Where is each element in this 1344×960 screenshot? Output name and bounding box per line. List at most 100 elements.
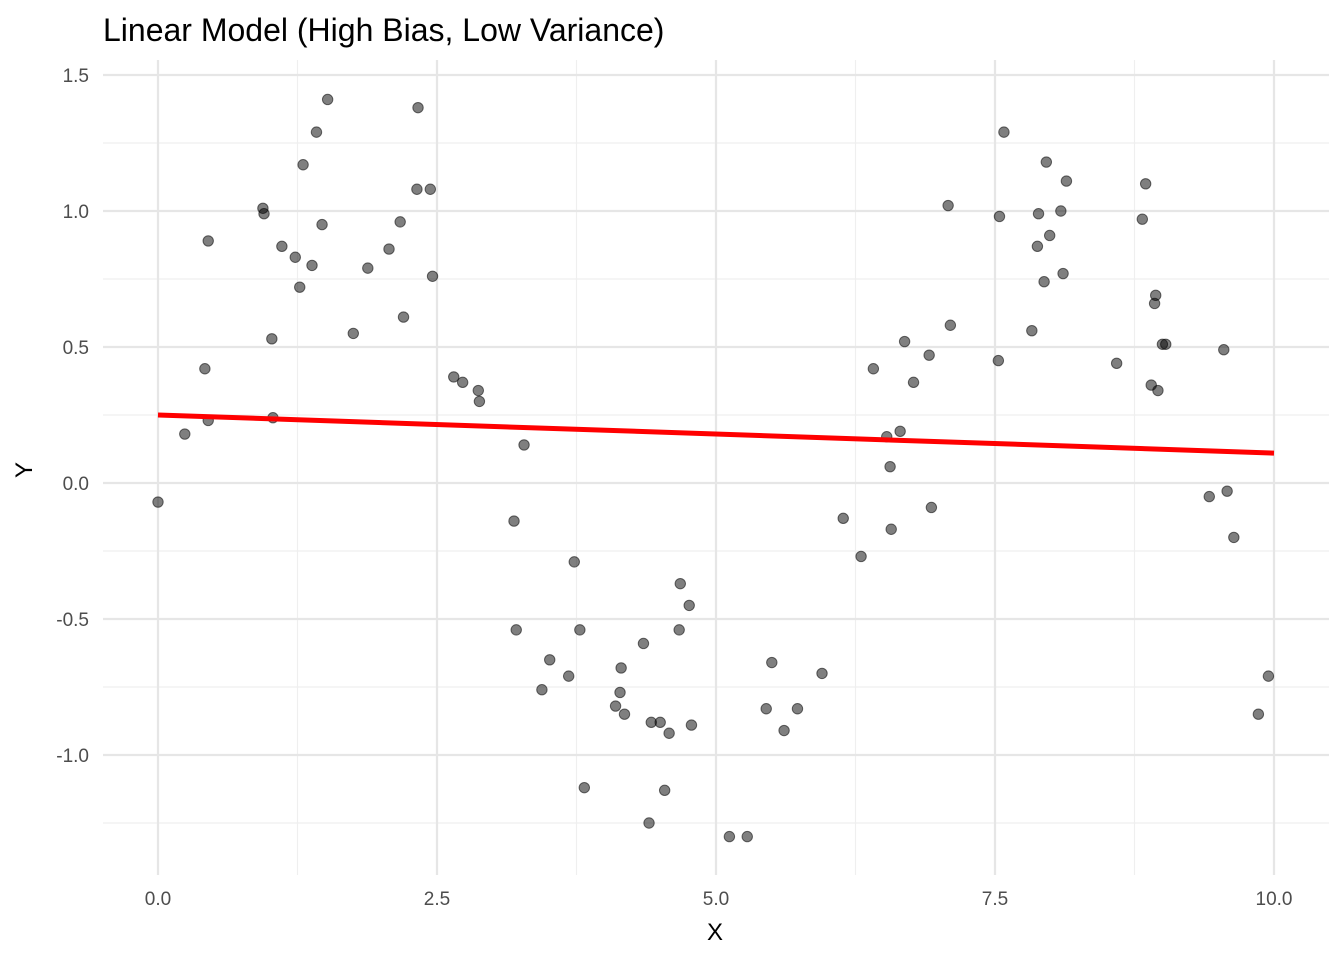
x-axis-title: X: [707, 919, 723, 946]
gridlines: [103, 60, 1329, 875]
data-point: [654, 716, 666, 729]
x-axis-ticks: 0.0 2.5 5.0 7.5 10.0: [145, 889, 1293, 910]
data-point: [1228, 531, 1240, 544]
data-point: [993, 210, 1006, 223]
data-point: [1040, 156, 1053, 168]
data-point: [885, 523, 897, 535]
data-point: [1160, 338, 1172, 350]
regression-line-group: [157, 412, 1275, 456]
data-point: [1032, 208, 1045, 220]
data-point: [867, 363, 880, 375]
y-axis-title: Y: [11, 462, 38, 478]
data-point: [574, 624, 586, 636]
data-point: [294, 281, 306, 293]
data-point: [518, 439, 530, 451]
data-point: [266, 333, 278, 345]
data-point: [766, 656, 778, 669]
data-point: [1043, 229, 1056, 242]
data-point: [894, 425, 906, 438]
data-point: [816, 667, 828, 680]
data-point: [383, 243, 395, 255]
data-point: [944, 319, 957, 331]
y-tick-label: -1.0: [56, 746, 89, 767]
data-point: [1110, 357, 1123, 370]
data-point: [791, 703, 804, 715]
x-tick-label: 5.0: [703, 889, 729, 910]
data-point: [898, 335, 911, 348]
data-point: [199, 363, 211, 375]
data-point: [1262, 670, 1275, 682]
y-tick-label: 1.0: [63, 202, 89, 223]
data-point: [347, 327, 359, 340]
data-point: [884, 460, 896, 473]
data-point: [472, 384, 484, 397]
data-point: [615, 662, 627, 674]
data-point: [316, 218, 328, 231]
data-point: [510, 624, 522, 636]
data-point: [674, 577, 686, 590]
data-point: [297, 159, 309, 171]
regression-line: [157, 412, 1275, 456]
data-point: [568, 556, 580, 568]
data-point: [618, 708, 631, 720]
data-point: [658, 784, 671, 797]
data-point: [998, 126, 1010, 138]
data-point: [544, 654, 556, 666]
data-point: [663, 727, 675, 739]
data-point: [362, 262, 374, 274]
y-tick-label: 0.5: [63, 338, 89, 359]
data-point: [609, 700, 622, 712]
data-point: [321, 93, 334, 106]
data-point: [723, 830, 736, 843]
data-point: [643, 817, 655, 829]
data-point: [942, 199, 954, 212]
data-point: [855, 550, 867, 563]
data-point: [426, 270, 439, 282]
data-point: [637, 637, 650, 650]
data-point: [448, 371, 460, 383]
y-axis-ticks: -1.0 -0.5 0.0 0.5 1.0 1.5: [56, 66, 89, 767]
data-point: [424, 183, 437, 195]
data-point: [923, 349, 935, 361]
x-tick-label: 0.0: [145, 889, 171, 910]
y-tick-label: -0.5: [56, 610, 89, 631]
data-point: [536, 684, 548, 696]
y-tick-label: 1.5: [63, 66, 89, 87]
data-point: [614, 686, 626, 699]
data-point: [1152, 384, 1164, 397]
data-point: [456, 376, 469, 389]
data-point: [673, 624, 685, 636]
data-point: [562, 670, 575, 682]
x-tick-label: 2.5: [424, 889, 450, 910]
data-point: [1055, 205, 1067, 217]
data-point: [925, 501, 938, 514]
data-point: [683, 599, 695, 612]
chart-title: Linear Model (High Bias, Low Variance): [103, 12, 664, 48]
data-point: [202, 235, 214, 247]
data-point: [1139, 178, 1152, 190]
data-point: [411, 183, 423, 195]
data-point: [310, 126, 323, 138]
data-point: [152, 496, 164, 508]
data-point: [907, 376, 920, 389]
data-point: [778, 724, 790, 737]
data-point: [289, 251, 301, 263]
data-point: [397, 311, 410, 323]
data-point: [685, 719, 698, 731]
data-point: [179, 428, 191, 440]
data-point: [837, 512, 849, 525]
data-point: [741, 830, 753, 843]
data-point: [508, 515, 520, 527]
data-point: [1218, 344, 1230, 356]
data-point: [394, 216, 406, 228]
data-point: [1031, 240, 1044, 253]
data-point: [1026, 324, 1038, 337]
data-point: [1038, 276, 1050, 288]
x-tick-label: 7.5: [982, 889, 1008, 910]
data-point: [258, 208, 270, 220]
data-point: [412, 101, 424, 114]
data-point: [992, 354, 1005, 367]
data-point: [760, 703, 772, 715]
data-point: [1060, 175, 1073, 187]
